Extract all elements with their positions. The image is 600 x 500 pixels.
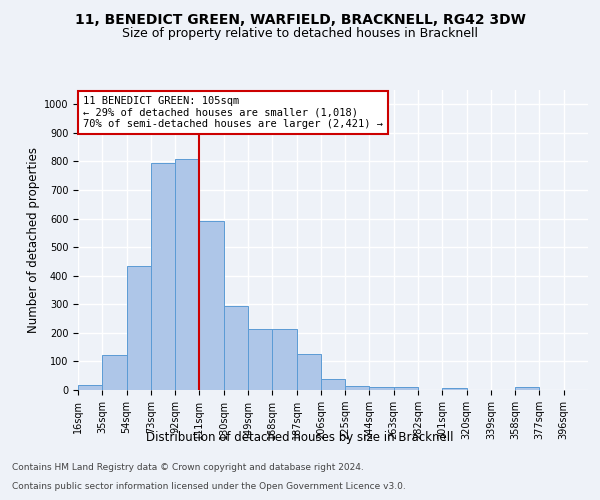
Bar [199,222,224,390]
Bar [272,330,296,390]
Bar [515,388,539,390]
Bar [442,388,467,390]
Bar [151,164,175,390]
Bar [296,354,321,390]
Bar [175,159,199,390]
Bar [345,386,370,390]
Text: Size of property relative to detached houses in Bracknell: Size of property relative to detached ho… [122,28,478,40]
Bar [248,330,272,390]
Text: Distribution of detached houses by size in Bracknell: Distribution of detached houses by size … [146,431,454,444]
Bar [370,387,394,390]
Text: 11, BENEDICT GREEN, WARFIELD, BRACKNELL, RG42 3DW: 11, BENEDICT GREEN, WARFIELD, BRACKNELL,… [74,12,526,26]
Bar [224,306,248,390]
Bar [394,388,418,390]
Bar [127,266,151,390]
Bar [321,378,345,390]
Bar [78,385,102,390]
Text: Contains public sector information licensed under the Open Government Licence v3: Contains public sector information licen… [12,482,406,491]
Y-axis label: Number of detached properties: Number of detached properties [26,147,40,333]
Text: Contains HM Land Registry data © Crown copyright and database right 2024.: Contains HM Land Registry data © Crown c… [12,464,364,472]
Text: 11 BENEDICT GREEN: 105sqm
← 29% of detached houses are smaller (1,018)
70% of se: 11 BENEDICT GREEN: 105sqm ← 29% of detac… [83,96,383,129]
Bar [102,355,127,390]
